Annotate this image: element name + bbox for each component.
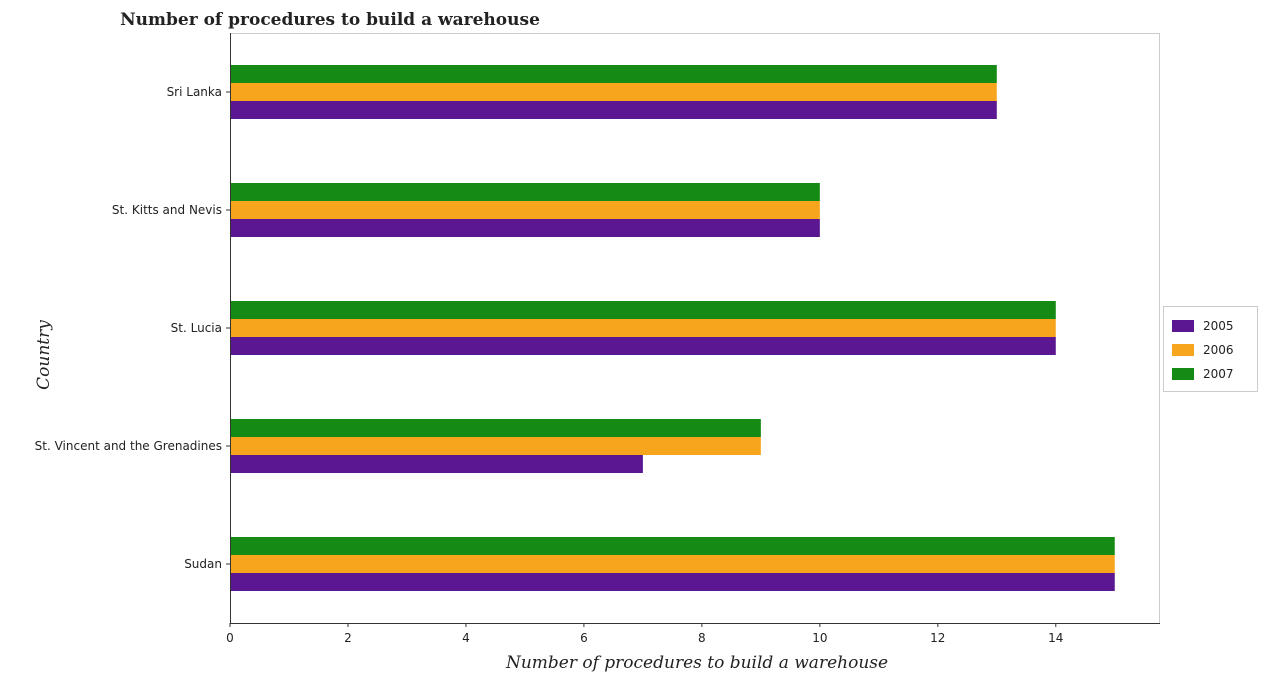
legend: 2005 2006 2007 xyxy=(1163,306,1258,392)
bar-2007-st-lucia xyxy=(230,301,1056,319)
bar-2006-sudan xyxy=(230,555,1115,573)
legend-label-2006: 2006 xyxy=(1203,343,1234,357)
bars-group xyxy=(230,65,1115,591)
bar-2006-st-vincent-and-the-grenadines xyxy=(230,437,761,455)
bar-2005-sri-lanka xyxy=(230,101,997,119)
bar-2006-st-kitts-and-nevis xyxy=(230,201,820,219)
x-axis-label: Number of procedures to build a warehous… xyxy=(505,653,888,673)
x-tick-label: 2 xyxy=(344,631,352,645)
bar-2005-sudan xyxy=(230,573,1115,591)
legend-swatch-2006 xyxy=(1172,344,1194,356)
bar-2006-sri-lanka xyxy=(230,83,997,101)
x-tick-label: 8 xyxy=(698,631,706,645)
x-tick-label: 14 xyxy=(1048,631,1063,645)
y-tick-label: St. Kitts and Nevis xyxy=(112,203,222,217)
x-tick-label: 12 xyxy=(930,631,945,645)
x-tick-label: 6 xyxy=(580,631,588,645)
bar-2007-sudan xyxy=(230,537,1115,555)
bar-2005-st-kitts-and-nevis xyxy=(230,219,820,237)
legend-label-2007: 2007 xyxy=(1203,367,1234,381)
y-axis-label: Country xyxy=(34,320,54,390)
legend-swatch-2007 xyxy=(1172,368,1194,380)
y-tick-label: St. Lucia xyxy=(171,321,222,335)
bar-2005-st-vincent-and-the-grenadines xyxy=(230,455,643,473)
y-axis-ticks: Sri Lanka St. Kitts and Nevis St. Lucia St.… xyxy=(35,85,230,571)
x-tick-label: 4 xyxy=(462,631,470,645)
bar-2005-st-lucia xyxy=(230,337,1056,355)
legend-label-2005: 2005 xyxy=(1203,319,1234,333)
chart-title: Number of procedures to build a warehous… xyxy=(120,10,540,30)
bar-2006-st-lucia xyxy=(230,319,1056,337)
y-tick-label: Sudan xyxy=(184,557,222,571)
legend-swatch-2005 xyxy=(1172,320,1194,332)
bar-2007-st-kitts-and-nevis xyxy=(230,183,820,201)
x-tick-label: 10 xyxy=(812,631,827,645)
x-tick-label: 0 xyxy=(226,631,234,645)
y-tick-label: St. Vincent and the Grenadines xyxy=(35,439,222,453)
bar-2007-st-vincent-and-the-grenadines xyxy=(230,419,761,437)
bar-2007-sri-lanka xyxy=(230,65,997,83)
y-tick-label: Sri Lanka xyxy=(167,85,222,99)
x-axis-ticks: 0 2 4 6 8 10 12 14 xyxy=(226,623,1063,645)
